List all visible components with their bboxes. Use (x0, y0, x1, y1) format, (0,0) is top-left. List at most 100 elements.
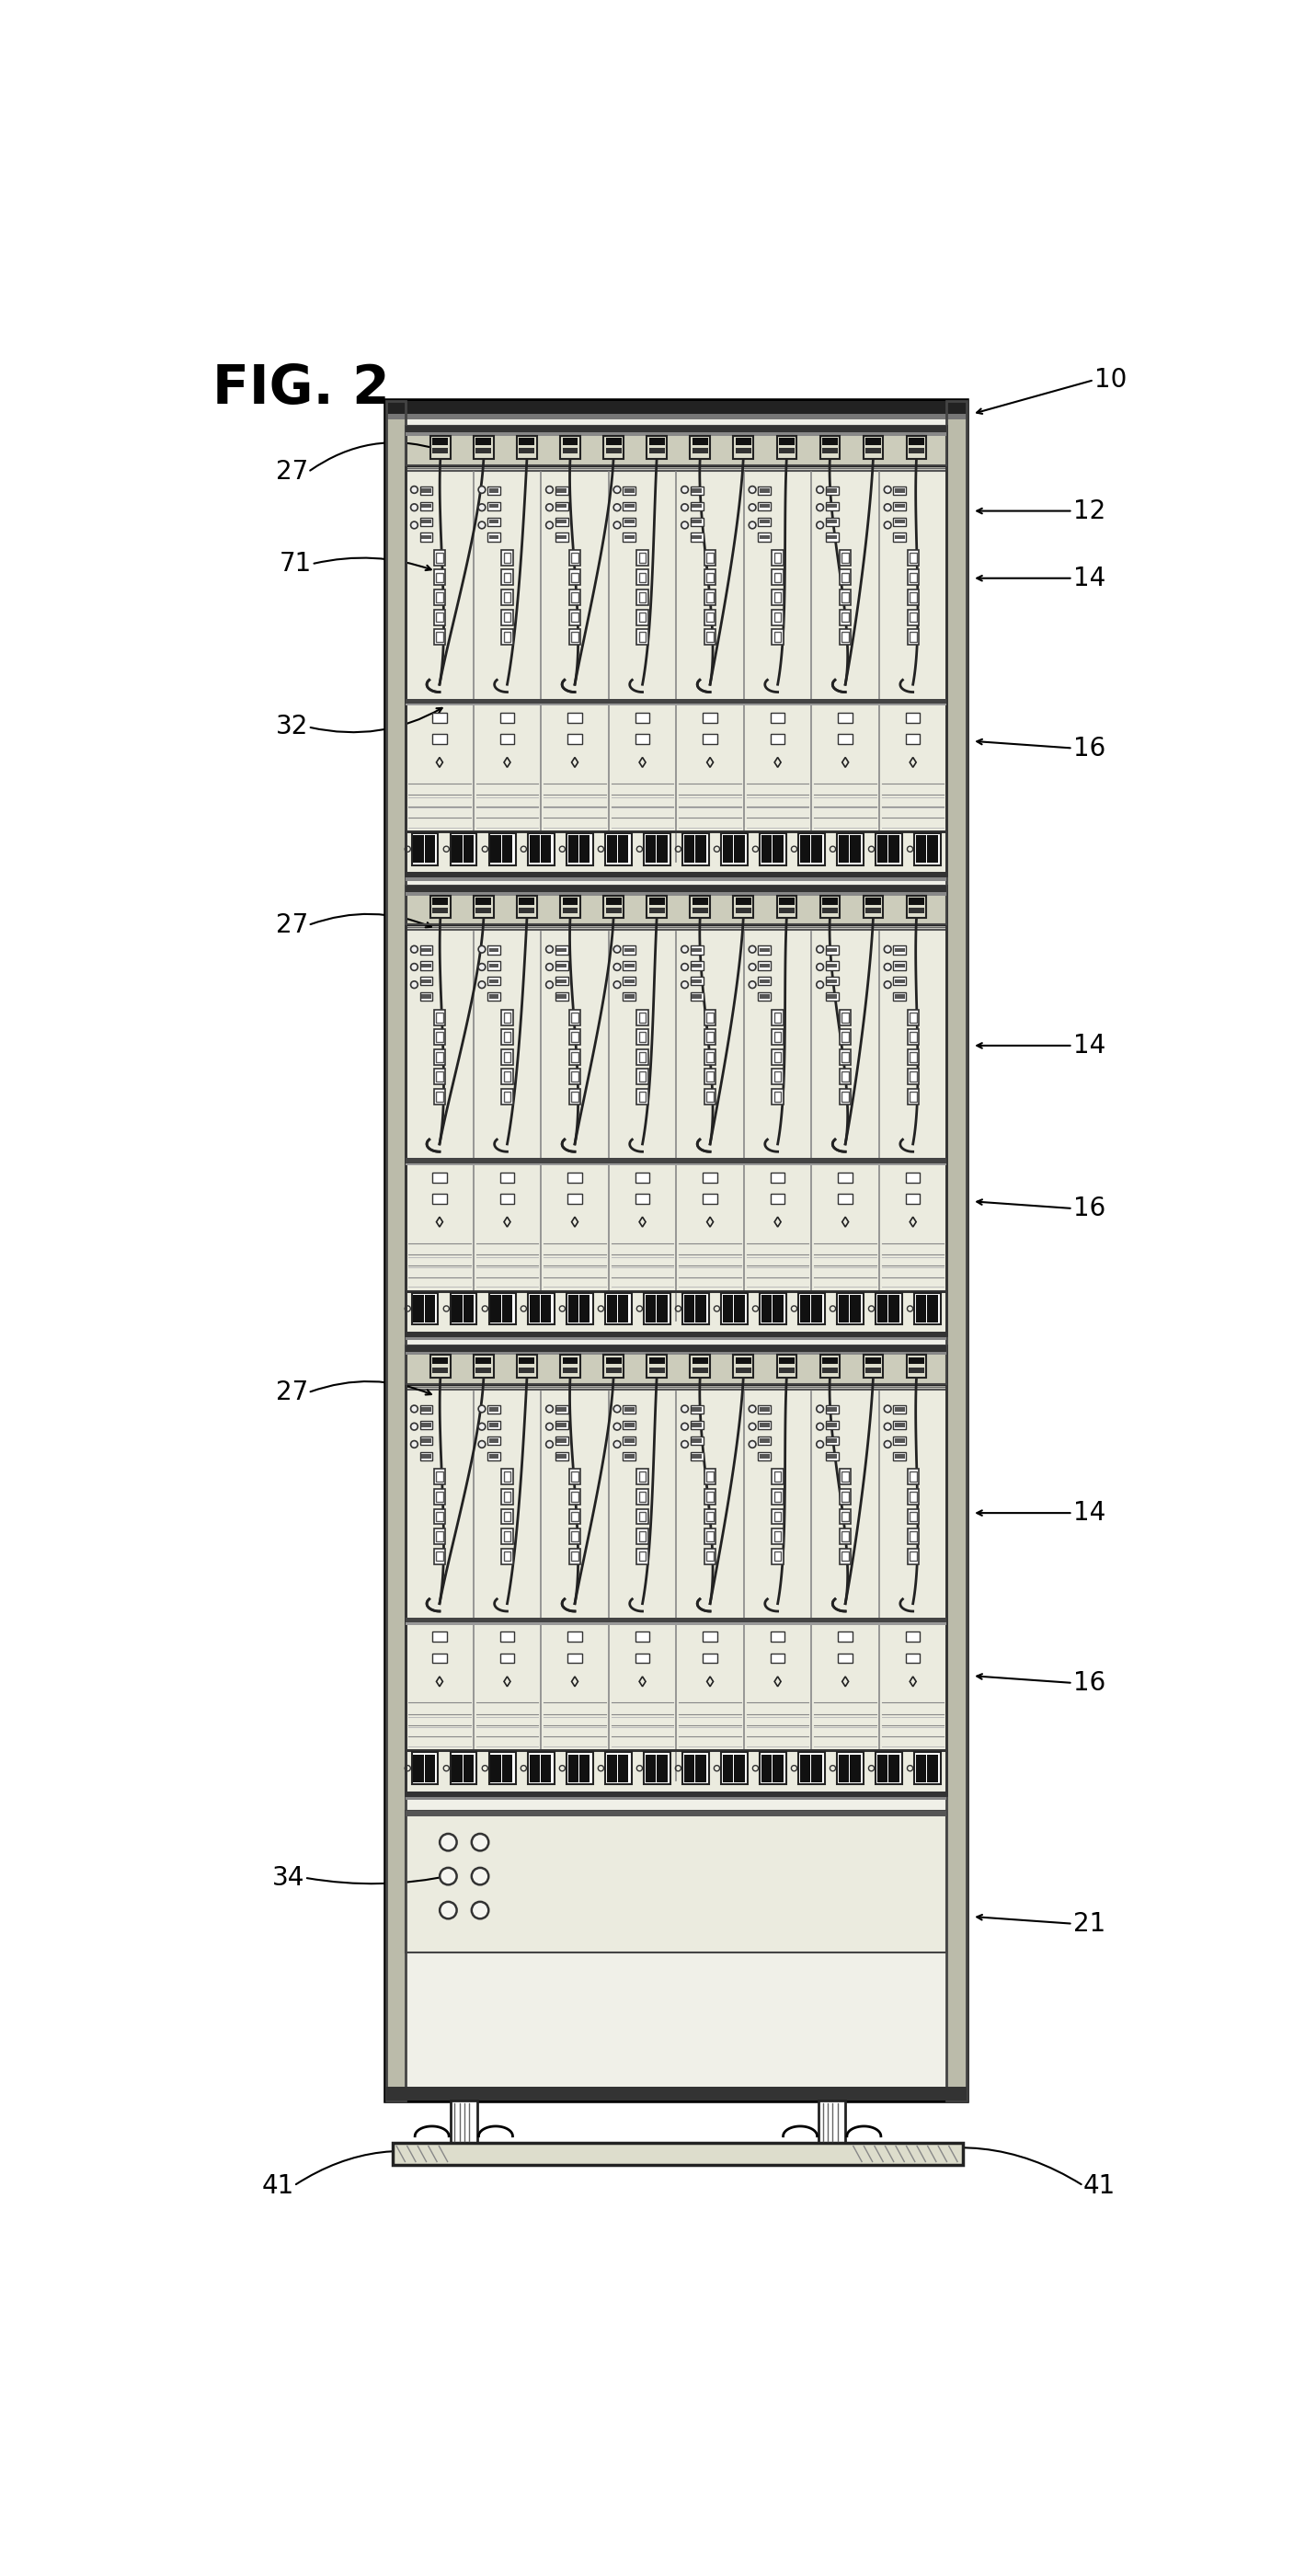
Circle shape (883, 963, 891, 971)
Bar (692, 1422, 702, 1427)
Bar (406, 425, 946, 876)
Bar (489, 489, 499, 492)
Bar (579, 835, 590, 863)
Bar (774, 592, 782, 603)
Bar (705, 1548, 715, 1564)
Bar (839, 1048, 851, 1064)
Bar (406, 1345, 946, 1383)
Bar (842, 1551, 848, 1561)
Bar (504, 1051, 510, 1061)
Bar (491, 1296, 501, 1321)
Bar (489, 505, 499, 507)
Bar (842, 1512, 848, 1522)
Bar (624, 963, 634, 969)
Bar (555, 1453, 568, 1461)
Bar (619, 835, 629, 863)
Bar (452, 1754, 462, 1783)
Bar (624, 1406, 634, 1412)
Bar (690, 518, 703, 526)
Bar (910, 1012, 916, 1023)
Bar (822, 1358, 838, 1365)
Bar (705, 1069, 715, 1084)
Bar (504, 1092, 510, 1103)
Bar (705, 549, 715, 567)
Bar (894, 976, 906, 987)
Bar (705, 1528, 715, 1543)
Bar (639, 1033, 646, 1043)
Bar (488, 533, 500, 541)
Bar (555, 487, 568, 495)
Bar (433, 1069, 445, 1084)
Bar (555, 518, 568, 526)
Bar (420, 945, 433, 953)
Bar (774, 1551, 782, 1561)
Bar (915, 1752, 941, 1785)
Bar (826, 533, 838, 541)
Bar (690, 992, 703, 1002)
Bar (907, 896, 927, 917)
Bar (433, 629, 445, 644)
Bar (637, 590, 649, 605)
Bar (566, 1752, 592, 1785)
Bar (876, 832, 902, 866)
Bar (705, 1030, 715, 1046)
Bar (622, 1422, 636, 1430)
Bar (530, 835, 539, 863)
Circle shape (479, 505, 485, 510)
Bar (850, 1754, 860, 1783)
Circle shape (749, 945, 756, 953)
Bar (579, 1754, 590, 1783)
Bar (501, 1048, 513, 1064)
Bar (488, 992, 500, 1002)
Bar (572, 1051, 578, 1061)
Bar (760, 1437, 770, 1443)
Bar (838, 1633, 852, 1641)
Bar (826, 1406, 838, 1414)
Bar (758, 1406, 771, 1414)
Bar (692, 907, 707, 912)
Bar (706, 554, 714, 562)
Bar (489, 948, 499, 953)
Bar (706, 613, 714, 623)
Bar (839, 611, 851, 626)
Bar (639, 572, 646, 582)
Bar (501, 611, 513, 626)
Bar (386, 415, 967, 420)
Bar (422, 979, 431, 984)
Bar (779, 438, 795, 446)
Bar (604, 435, 624, 459)
Bar (771, 734, 784, 744)
Bar (504, 1492, 510, 1502)
Bar (433, 1010, 445, 1025)
Bar (692, 505, 702, 507)
Circle shape (749, 1406, 756, 1412)
Bar (619, 1296, 629, 1321)
Bar (606, 832, 632, 866)
Bar (500, 714, 514, 724)
Bar (928, 835, 938, 863)
Bar (414, 835, 424, 863)
Bar (607, 835, 617, 863)
Bar (692, 1368, 707, 1373)
Bar (827, 948, 837, 953)
Bar (643, 1293, 669, 1324)
Text: 32: 32 (275, 714, 308, 739)
Bar (433, 1548, 445, 1564)
Bar (569, 1010, 581, 1025)
Bar (643, 832, 669, 866)
Bar (386, 402, 406, 2102)
Bar (501, 629, 513, 644)
Bar (637, 1528, 649, 1543)
Bar (527, 832, 555, 866)
Bar (636, 1193, 650, 1203)
Circle shape (681, 963, 688, 971)
Bar (488, 961, 500, 969)
Circle shape (479, 981, 485, 989)
Bar (690, 945, 703, 953)
Bar (555, 976, 568, 987)
Bar (692, 979, 702, 984)
Bar (412, 832, 438, 866)
Bar (733, 896, 753, 917)
Bar (489, 832, 515, 866)
Bar (758, 502, 771, 510)
